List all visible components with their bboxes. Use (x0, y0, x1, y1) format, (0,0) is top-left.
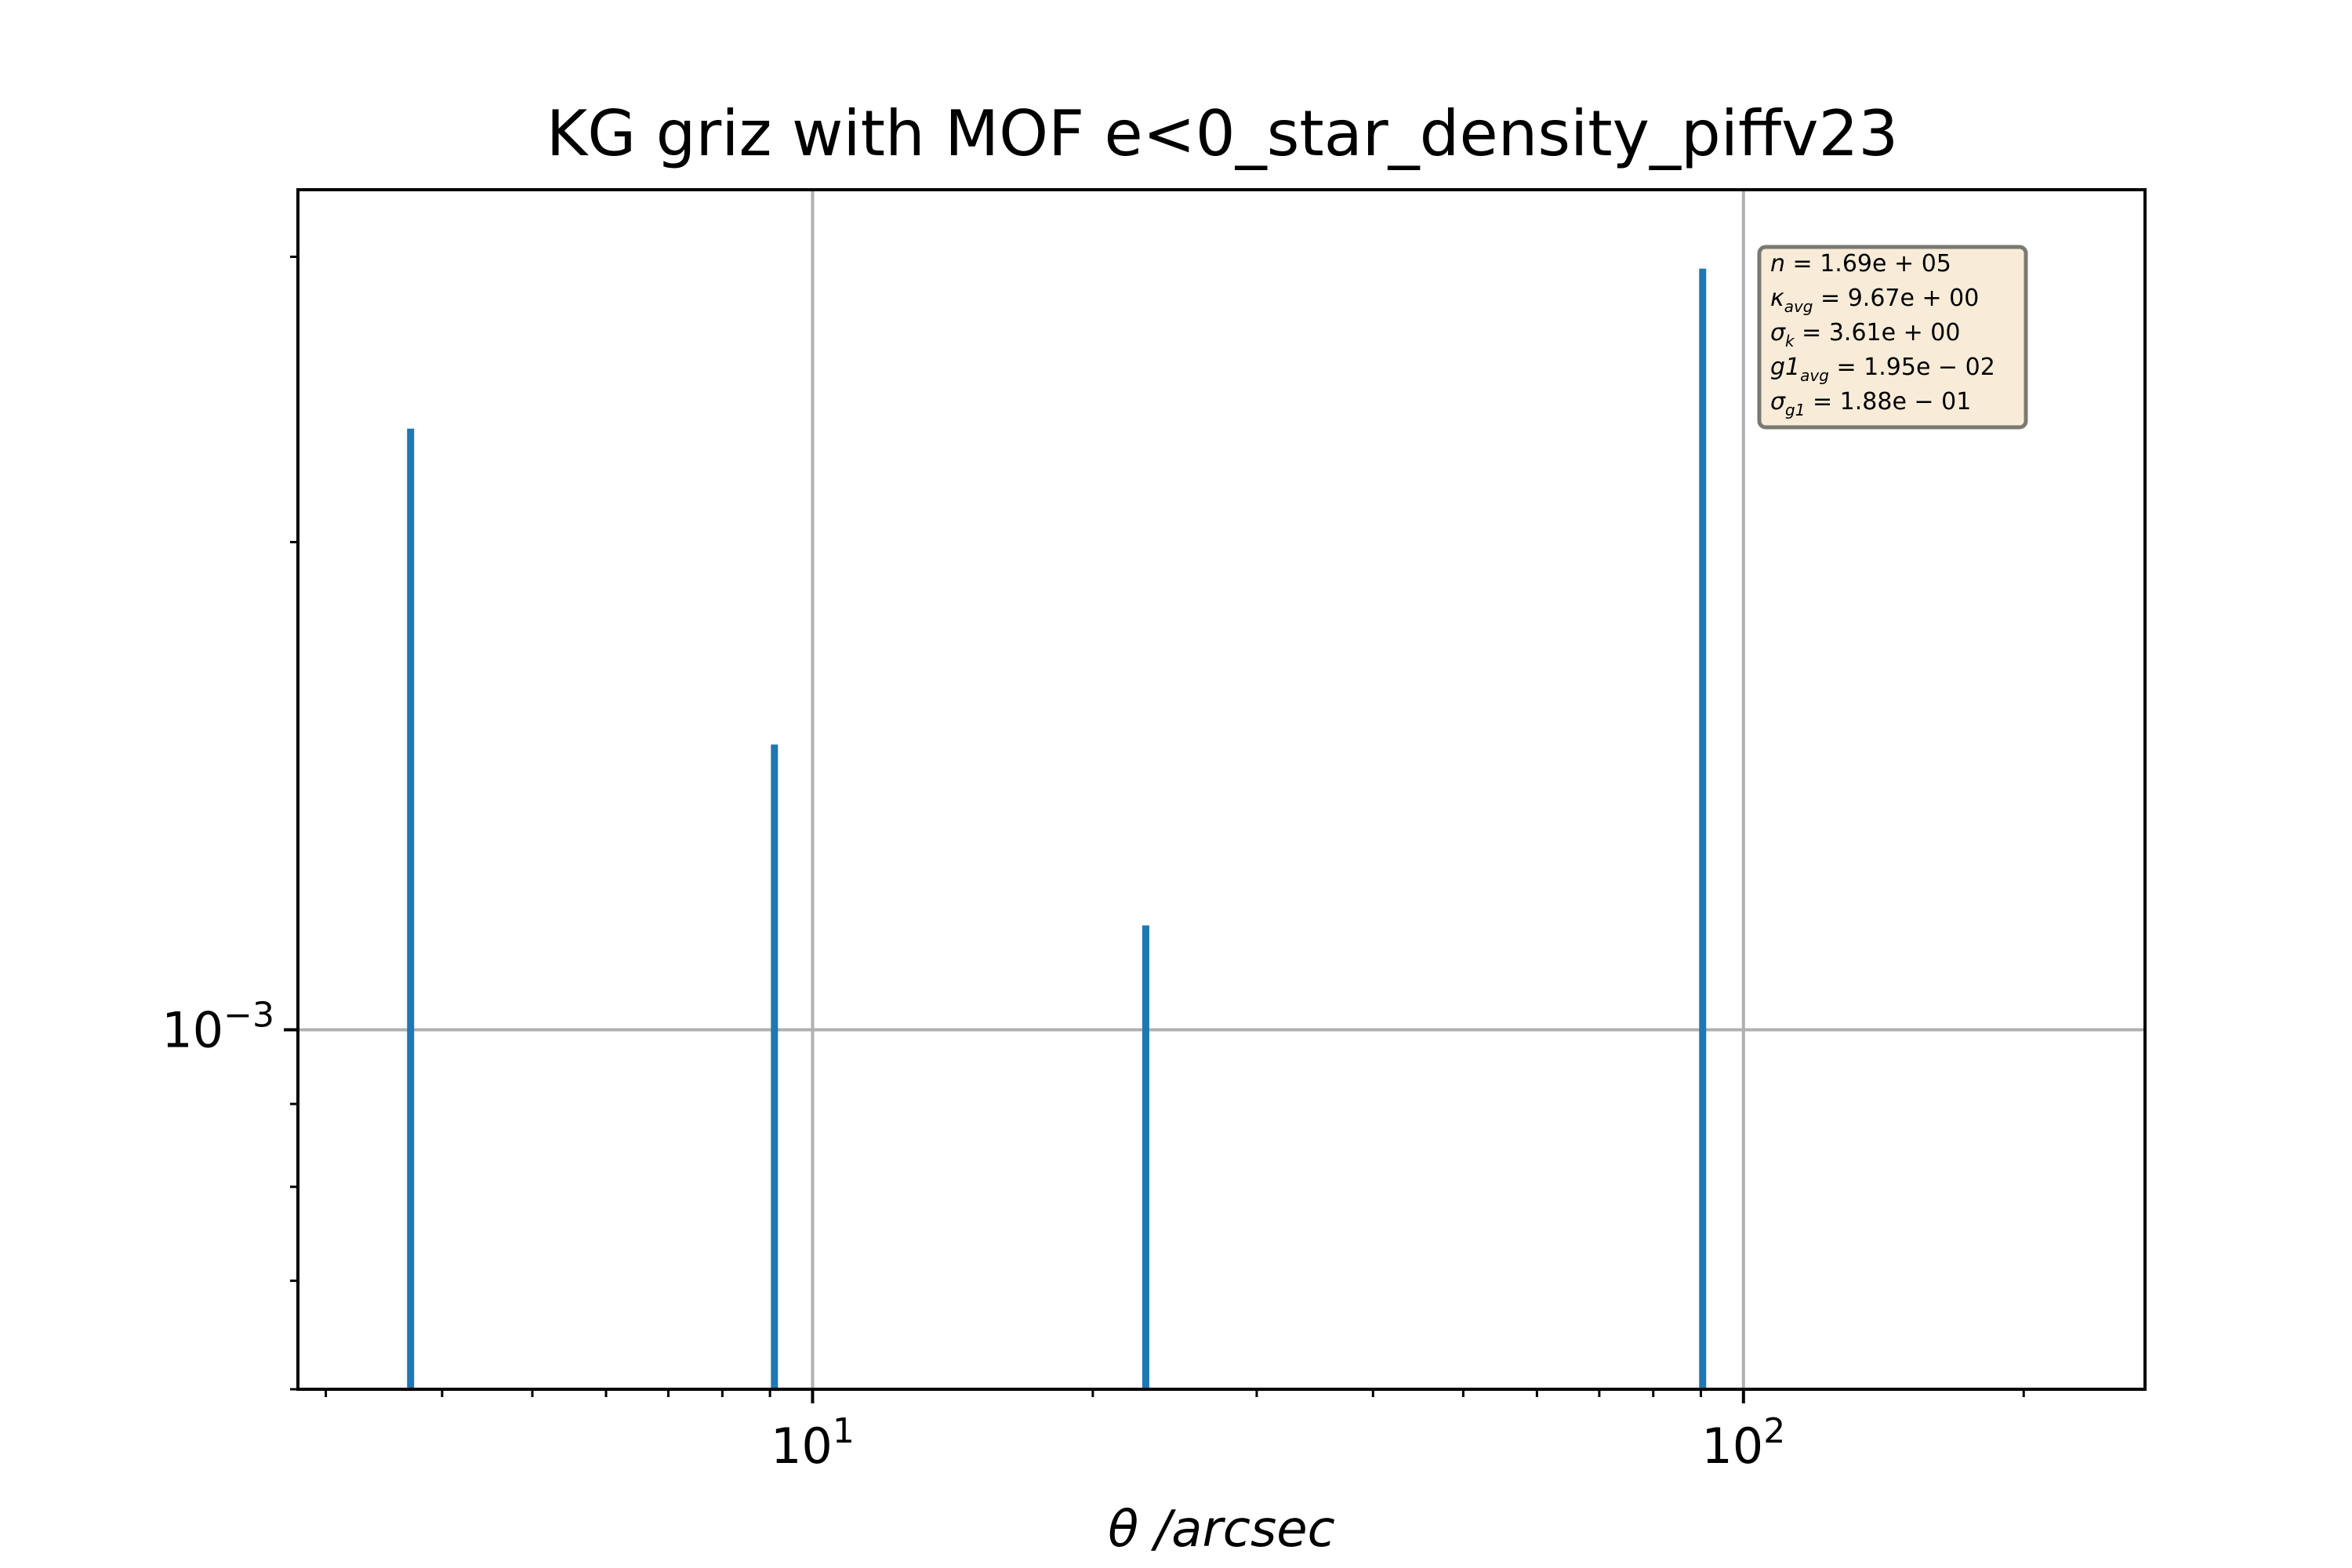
x-axis-label: θ /arcsec (1108, 1501, 1335, 1559)
stats-box (1757, 245, 2028, 430)
x-tick-label-0: 101 (771, 1411, 855, 1475)
stat-line-2: σk = 3.61e + 00 (1770, 319, 1960, 350)
y-tick-label-0: 10−3 (162, 996, 274, 1059)
stat-line-3: g1avg = 1.95e − 02 (1770, 354, 1995, 385)
stat-line-4: σg1 = 1.88e − 01 (1770, 388, 1971, 419)
bars (407, 268, 1707, 1389)
x-tick-label-1: 102 (1701, 1411, 1785, 1475)
plot-frame (296, 188, 2147, 1391)
chart-title: KG griz with MOF e<0_star_density_piffv2… (546, 97, 1899, 170)
ticks: 101 102 10−3 (162, 256, 2025, 1475)
stat-line-1: κavg = 9.67e + 00 (1770, 285, 1979, 316)
stat-line-0: n = 1.69e + 05 (1770, 250, 1951, 278)
grid (298, 190, 2145, 1389)
